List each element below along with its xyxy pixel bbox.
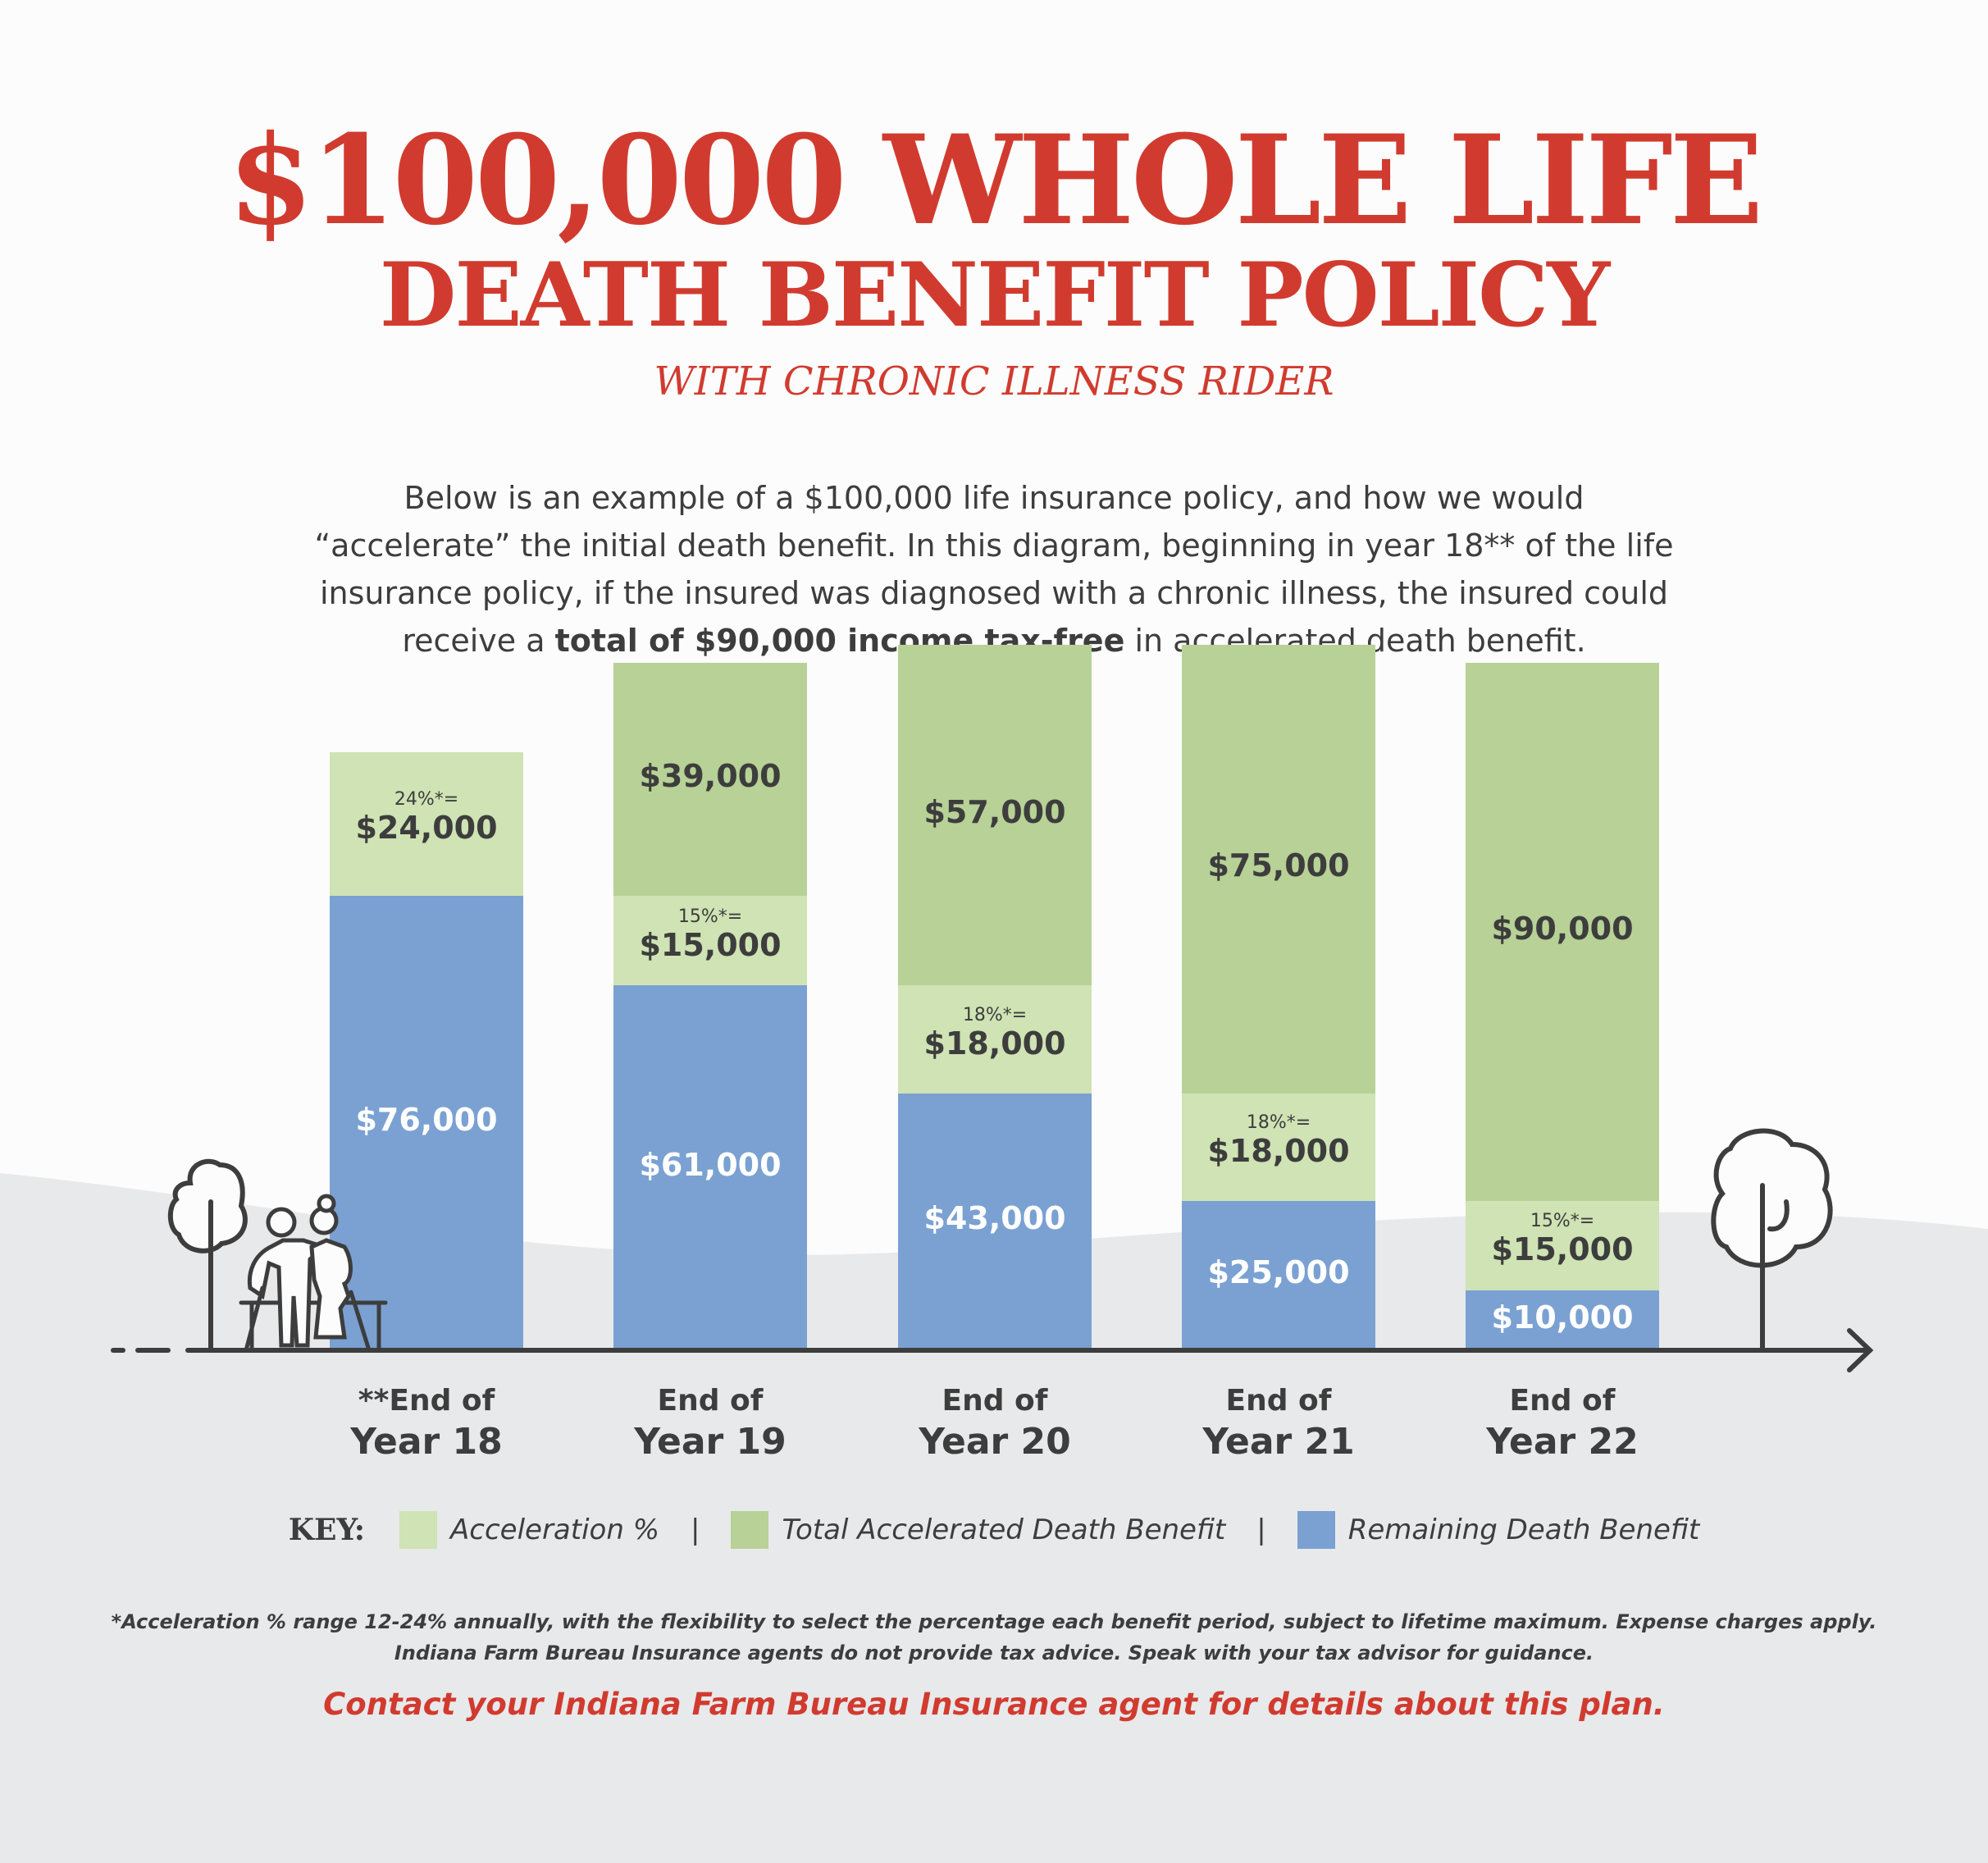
bar-label-total-accelerated: $39,000	[613, 758, 807, 794]
bar-value-label: $61,000	[639, 1146, 782, 1183]
legend-title: KEY:	[288, 1513, 366, 1547]
bar-segment-total-accelerated	[613, 662, 807, 896]
bar-percent-label: 18%*=	[1246, 1112, 1311, 1134]
bar-segment-acceleration	[1182, 1093, 1375, 1201]
bar-label-remaining: $25,000	[1182, 1254, 1375, 1290]
legend-label-total-accelerated: Total Accelerated Death Benefit	[782, 1514, 1226, 1546]
bar-segment-remaining	[898, 1093, 1092, 1350]
bar-segment-total-accelerated	[1466, 662, 1659, 1201]
bar-segment-remaining	[1182, 1200, 1375, 1350]
bar-label-remaining: $10,000	[1466, 1299, 1659, 1336]
x-tick-label-line2: Year 22	[1486, 1421, 1639, 1463]
x-tick-label: End of Year 22	[1439, 1383, 1685, 1465]
bar-label-acceleration: 18%*= $18,000	[1182, 1112, 1375, 1169]
x-tick-label-line2: Year 21	[1202, 1421, 1355, 1463]
x-tick-label-line1: End of	[1225, 1384, 1332, 1418]
bar-value-label: $24,000	[355, 810, 498, 847]
bar-value-label: $43,000	[923, 1200, 1066, 1237]
x-tick-label: End of Year 20	[872, 1383, 1118, 1465]
x-tick-label: **End of Year 18	[303, 1383, 549, 1465]
intro-paragraph: Below is an example of a $100,000 life i…	[303, 474, 1685, 664]
bar-value-label: $15,000	[639, 926, 782, 963]
bar-segment-remaining	[1466, 1290, 1659, 1350]
x-tick-label-line1: **End of	[358, 1384, 495, 1418]
title-line-1: $100,000 WHOLE LIFE	[227, 108, 1763, 253]
bar-value-label: $18,000	[923, 1025, 1066, 1062]
bar-label-total-accelerated: $90,000	[1466, 911, 1659, 947]
stacked-bar-chart: $76,000 24%*= $24,000 $61,000 15%*= $15,000 $3…	[330, 644, 1659, 1350]
bar-segment-remaining	[613, 985, 807, 1350]
bar-segment-total-accelerated	[1182, 644, 1375, 1094]
bar-percent-label: 24%*=	[394, 789, 459, 810]
bar-label-acceleration: 15%*= $15,000	[1466, 1211, 1659, 1267]
bar-value-label: $76,000	[355, 1101, 498, 1138]
bar-label-remaining: $76,000	[330, 1102, 523, 1138]
bar-value-label: $57,000	[923, 793, 1066, 830]
footnote: *Acceleration % range 12-24% annually, w…	[0, 1606, 1988, 1669]
legend: KEY: Acceleration % | Total Accelerated …	[0, 1511, 1988, 1549]
x-tick-label: End of Year 21	[1156, 1383, 1402, 1465]
x-tick-label-line1: End of	[1509, 1384, 1616, 1418]
legend-swatch-remaining	[1297, 1511, 1335, 1549]
legend-separator: |	[1256, 1514, 1266, 1546]
bar-label-remaining: $61,000	[613, 1147, 807, 1183]
title-line-2: DEATH BENEFIT POLICY	[379, 244, 1610, 347]
bar-segment-remaining	[330, 895, 523, 1350]
bar-value-label: $75,000	[1207, 847, 1350, 884]
x-tick-label-line2: Year 18	[350, 1421, 503, 1463]
bar-segment-total-accelerated	[898, 644, 1092, 986]
bar-label-acceleration: 18%*= $18,000	[898, 1005, 1092, 1062]
bar-label-total-accelerated: $57,000	[898, 794, 1092, 830]
x-tick-label-line1: End of	[942, 1384, 1048, 1418]
bar-label-total-accelerated: $75,000	[1182, 847, 1375, 884]
bar-value-label: $18,000	[1207, 1133, 1350, 1170]
contact-cta: Contact your Indiana Farm Bureau Insuran…	[323, 1687, 1665, 1722]
footnote-line-2: Indiana Farm Bureau Insurance agents do …	[394, 1642, 1594, 1664]
bar-segment-acceleration	[1466, 1200, 1659, 1291]
bar-percent-label: 15%*=	[1530, 1211, 1595, 1232]
bar-value-label: $15,000	[1491, 1231, 1634, 1268]
legend-label-remaining: Remaining Death Benefit	[1347, 1514, 1700, 1546]
x-tick-label-line1: End of	[657, 1384, 764, 1418]
x-tick-label-line2: Year 20	[919, 1421, 1071, 1463]
bar-value-label: $10,000	[1491, 1299, 1634, 1336]
bar-value-label: $90,000	[1491, 910, 1634, 947]
bar-segment-acceleration	[330, 752, 523, 896]
x-tick-label: End of Year 19	[587, 1383, 833, 1465]
bar-segment-acceleration	[613, 895, 807, 986]
bar-label-acceleration: 15%*= $15,000	[613, 906, 807, 963]
bar-percent-label: 18%*=	[962, 1004, 1028, 1025]
subtitle: WITH CHRONIC ILLNESS RIDER	[654, 358, 1334, 404]
bar-label-acceleration: 24%*= $24,000	[330, 789, 523, 846]
legend-label-acceleration: Acceleration %	[450, 1514, 659, 1546]
legend-separator: |	[691, 1514, 700, 1546]
legend-swatch-acceleration	[399, 1511, 438, 1549]
x-tick-label-line2: Year 19	[634, 1421, 787, 1463]
bar-label-remaining: $43,000	[898, 1200, 1092, 1236]
legend-swatch-total-accelerated	[731, 1511, 769, 1549]
bar-value-label: $39,000	[639, 757, 782, 794]
bar-value-label: $25,000	[1207, 1253, 1350, 1290]
bar-segment-acceleration	[898, 985, 1092, 1094]
bar-percent-label: 15%*=	[677, 906, 743, 927]
intro-text: Below is an example of a $100,000 life i…	[314, 480, 1674, 659]
footnote-line-1: *Acceleration % range 12-24% annually, w…	[111, 1610, 1877, 1633]
